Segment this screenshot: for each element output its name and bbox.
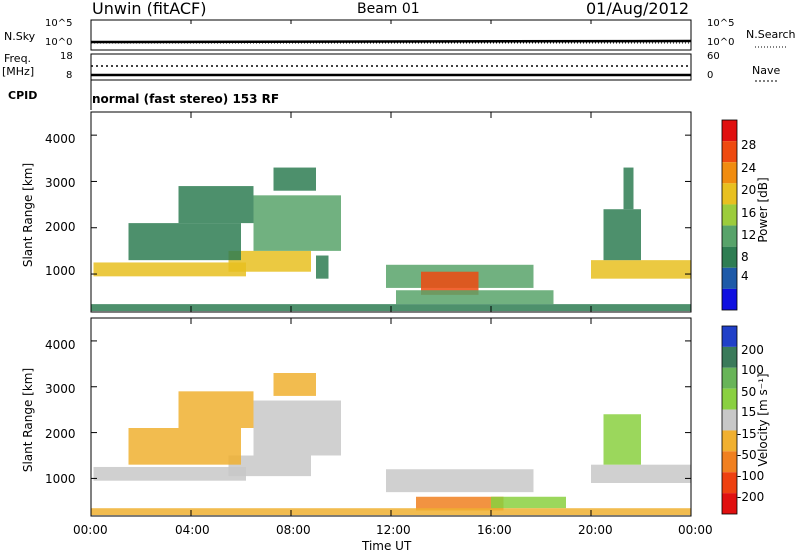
x-tick-4: 16:00	[477, 523, 512, 537]
x-axis-label: Time UT	[362, 539, 412, 553]
nave-tick-top: 60	[707, 51, 720, 62]
x-tick-0: 00:00	[73, 523, 108, 537]
velocity-cb-tick-m15: -15	[737, 427, 757, 441]
power-colorbar-cell-8	[722, 288, 737, 310]
power-colorbar-cell-3	[722, 183, 737, 205]
velocity-band-7	[416, 496, 504, 511]
velocity-cb-tick-m50: -50	[737, 448, 757, 462]
nave-tick-bottom: 0	[707, 70, 714, 81]
power-band-11	[603, 209, 641, 261]
velocity-colorbar-cell-1	[722, 346, 737, 368]
power-cb-tick-28: 28	[741, 138, 757, 152]
velocity-cb-tick-200: 200	[741, 343, 764, 357]
beam-title: Beam 01	[357, 1, 420, 17]
x-tick-6: 00:00	[678, 523, 713, 537]
power-cb-tick-24: 24	[741, 161, 757, 175]
x-tick-3: 12:00	[376, 523, 411, 537]
power-colorbar-cell-4	[722, 204, 737, 226]
power-band-10	[591, 260, 691, 279]
velocity-band-6	[386, 469, 534, 493]
power-cb-tick-12: 12	[741, 228, 757, 242]
power-band-2	[253, 195, 341, 251]
power-colorbar-cell-1	[722, 141, 737, 163]
velocity-band-10	[603, 414, 641, 465]
velocity-band-0	[93, 466, 246, 481]
velocity-colorbar-cell-4	[722, 409, 737, 431]
power-band-0	[93, 262, 246, 277]
power-cb-tick-16: 16	[741, 206, 757, 220]
velocity-cb-tick-m100: -100	[737, 469, 765, 483]
velocity-cb-tick-15: 15	[741, 405, 757, 419]
power-ytick-1000: 1000	[45, 264, 76, 278]
x-tick-1: 04:00	[175, 523, 210, 537]
n-sky-trace	[90, 39, 692, 44]
velocity-band-1	[228, 455, 311, 477]
velocity-band-2	[253, 400, 341, 456]
velocity-ytick-2000: 2000	[45, 427, 76, 441]
power-colorbar-cell-6	[722, 246, 737, 268]
cpid-text: normal (fast stereo) 153 RF	[92, 92, 280, 106]
power-colorbar-cell-0	[722, 120, 737, 142]
velocity-ytick-4000: 4000	[45, 338, 76, 352]
power-band-12	[623, 167, 634, 210]
velocity-cb-tick-50: 50	[741, 385, 757, 399]
noise-panel-frame	[90, 19, 692, 51]
power-band-9	[396, 290, 554, 305]
velocity-cb-tick-100: 100	[741, 363, 764, 377]
velocity-colorbar-cell-8	[722, 493, 737, 514]
power-colorbar-cell-5	[722, 225, 737, 247]
velocity-ytick-1000: 1000	[45, 472, 76, 486]
n-search-tick-top: 10^5	[707, 18, 735, 29]
freq-tick-top: 18	[60, 51, 73, 62]
power-ytick-2000: 2000	[45, 220, 76, 234]
power-band-4	[178, 186, 254, 224]
n-sky-tick-top: 10^5	[45, 18, 73, 29]
n-search-label: N.Search	[746, 28, 796, 41]
freq-label: Freq.	[4, 52, 32, 65]
velocity-colorbar-cell-6	[722, 451, 737, 473]
power-colorbar-cell-2	[722, 162, 737, 184]
freq-panel-frame	[90, 53, 692, 81]
velocity-ytick-3000: 3000	[45, 382, 76, 396]
velocity-colorbar-cell-5	[722, 430, 737, 452]
velocity-band-4	[178, 391, 254, 428]
power-band-1	[228, 250, 311, 272]
power-band-6	[316, 255, 329, 279]
power-colorbar-frame	[721, 119, 738, 311]
station-title: Unwin (fitACF)	[92, 0, 207, 18]
power-ytick-4000: 4000	[45, 132, 76, 146]
velocity-colorbar-cell-0	[722, 326, 737, 347]
power-cb-tick-20: 20	[741, 183, 757, 197]
power-ytick-3000: 3000	[45, 176, 76, 190]
cpid-label: CPID	[8, 89, 38, 102]
velocity-band-8	[491, 496, 566, 509]
freq-unit-label: [MHz]	[2, 65, 35, 78]
n-sky-tick-bottom: 10^0	[45, 37, 73, 48]
n-search-tick-bottom: 10^0	[707, 37, 735, 48]
velocity-cb-tick-m200: -200	[737, 490, 765, 504]
x-tick-2: 08:00	[276, 523, 311, 537]
power-colorbar-cell-7	[722, 267, 737, 289]
x-tick-5: 20:00	[578, 523, 613, 537]
velocity-band-9	[591, 464, 691, 483]
power-band-3	[128, 223, 241, 261]
velocity-colorbar-cell-7	[722, 472, 737, 494]
velocity-colorbar-frame	[721, 325, 738, 515]
power-cb-tick-8: 8	[741, 250, 749, 264]
velocity-band-3	[128, 428, 241, 465]
freq-tick-bottom: 8	[66, 70, 73, 81]
velocity-band-5	[273, 373, 316, 396]
nave-label: Nave	[752, 64, 781, 77]
velocity-colorbar-cell-2	[722, 367, 737, 389]
power-band-8	[421, 271, 479, 295]
n-sky-label: N.Sky	[4, 30, 36, 43]
velocity-colorbar-cell-3	[722, 388, 737, 410]
power-cb-tick-4: 4	[741, 269, 749, 283]
date-title: 01/Aug/2012	[586, 0, 690, 18]
power-band-5	[273, 167, 316, 191]
